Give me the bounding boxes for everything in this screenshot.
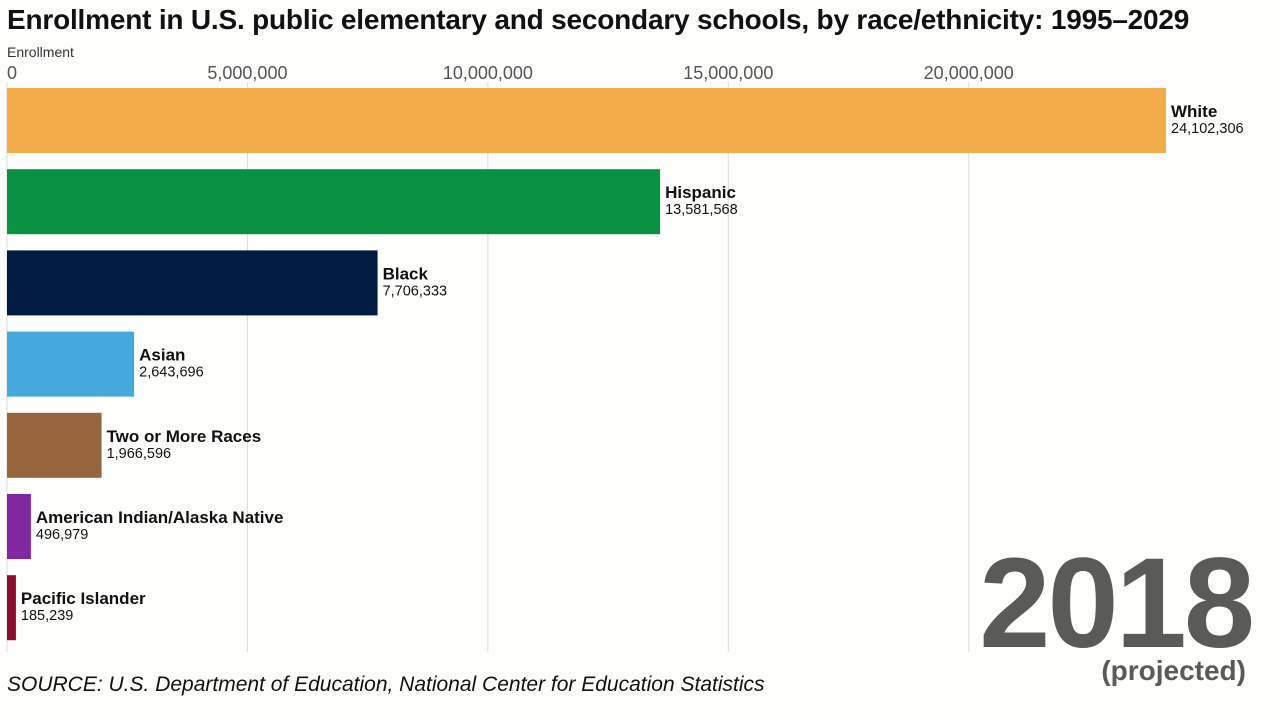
bar-category-label: Asian: [139, 346, 185, 365]
bar: [7, 88, 1166, 153]
x-tick-label: 10,000,000: [443, 63, 533, 83]
bar-category-label: White: [1171, 102, 1217, 121]
projected-note: (projected): [1101, 655, 1246, 686]
x-tick-label: 5,000,000: [207, 63, 287, 83]
year-label: 2018: [979, 532, 1255, 675]
bar: [7, 412, 102, 478]
source-note: SOURCE: U.S. Department of Education, Na…: [7, 673, 765, 696]
bar-value-label: 2,643,696: [139, 365, 204, 381]
bar-category-label: American Indian/Alaska Native: [36, 508, 284, 527]
bar-value-label: 7,706,333: [383, 283, 448, 299]
bar-value-label: 24,102,306: [1171, 121, 1244, 137]
bar-category-label: Pacific Islander: [21, 589, 146, 608]
x-tick-label: 20,000,000: [924, 63, 1014, 83]
bar: [7, 575, 16, 641]
bar-chart: 0 5,000,000 10,000,000 15,000,000 20,000,000…: [6, 63, 1244, 652]
bar-value-label: 13,581,568: [665, 202, 738, 218]
bar-value-label: 185,239: [21, 608, 73, 624]
bar: [7, 331, 135, 397]
bar-category-label: Black: [383, 264, 429, 283]
bar: [7, 494, 31, 559]
bar-category-label: Two or More Races: [107, 427, 262, 446]
x-tick-labels: 0 5,000,000 10,000,000 15,000,000 20,000,000: [7, 63, 1014, 83]
bar: [7, 250, 378, 316]
x-axis-label: Enrollment: [7, 44, 74, 60]
bar-value-label: 1,966,596: [107, 446, 172, 462]
x-tick-label: 0: [7, 63, 17, 83]
bar-category-label: Hispanic: [665, 183, 736, 202]
bar: [7, 169, 661, 235]
bar-value-label: 496,979: [36, 527, 88, 543]
chart-title: Enrollment in U.S. public elementary and…: [7, 4, 1190, 35]
x-tick-label: 15,000,000: [683, 63, 773, 83]
